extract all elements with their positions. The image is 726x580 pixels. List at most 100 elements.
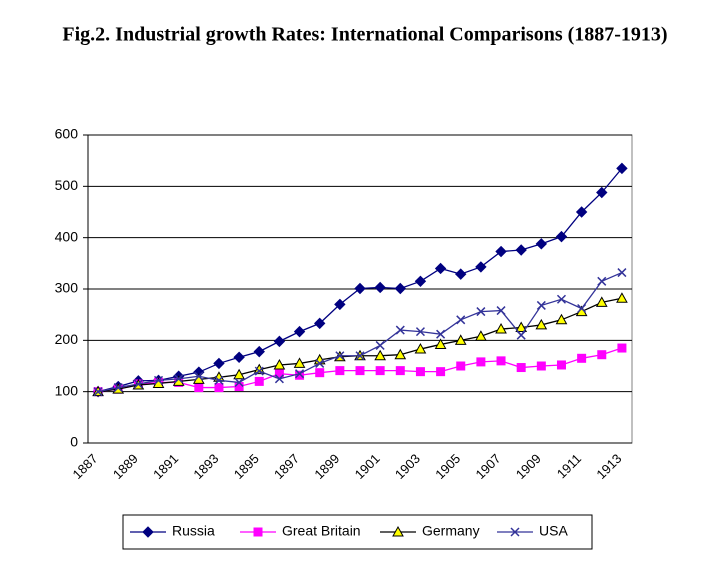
- marker: [214, 383, 224, 393]
- y-tick-label: 0: [70, 434, 78, 450]
- marker: [133, 379, 143, 389]
- marker: [436, 367, 446, 377]
- marker: [214, 375, 224, 385]
- marker: [293, 357, 306, 368]
- marker: [515, 244, 527, 256]
- y-tick-label: 200: [55, 331, 79, 347]
- marker: [233, 351, 245, 363]
- marker: [535, 318, 548, 330]
- marker: [355, 366, 365, 376]
- marker: [395, 325, 405, 335]
- marker: [273, 335, 286, 348]
- marker: [414, 275, 427, 288]
- legend-label: USA: [539, 523, 568, 539]
- marker: [476, 357, 486, 367]
- marker: [577, 303, 587, 314]
- marker: [93, 387, 103, 397]
- marker: [274, 374, 284, 384]
- marker: [476, 307, 486, 317]
- y-tick-label: 400: [55, 228, 79, 244]
- marker: [515, 321, 528, 332]
- chart-title: Fig.2. Industrial growth Rates: Internat…: [62, 24, 667, 46]
- marker: [577, 353, 587, 363]
- marker: [556, 294, 567, 304]
- marker: [556, 360, 566, 370]
- marker: [253, 345, 265, 358]
- marker: [113, 383, 123, 393]
- legend-label: Great Britain: [282, 523, 361, 539]
- marker: [434, 262, 447, 275]
- legend-marker: [510, 527, 520, 537]
- marker: [334, 298, 346, 311]
- y-tick-label: 500: [55, 177, 79, 193]
- marker: [274, 369, 284, 379]
- marker: [394, 348, 407, 360]
- marker: [595, 296, 608, 307]
- marker: [597, 276, 607, 286]
- marker: [394, 282, 407, 295]
- x-tick-label: 1909: [513, 451, 544, 482]
- y-tick-label: 100: [55, 382, 79, 398]
- marker: [254, 366, 264, 376]
- marker: [555, 230, 568, 243]
- y-tick-label: 600: [55, 126, 79, 142]
- marker: [375, 340, 385, 350]
- x-tick-label: 1901: [352, 451, 383, 482]
- marker: [374, 281, 386, 294]
- marker: [293, 325, 306, 338]
- marker: [395, 366, 405, 376]
- marker: [335, 366, 345, 376]
- marker: [273, 358, 286, 370]
- marker: [153, 375, 164, 385]
- marker: [174, 374, 184, 384]
- marker: [233, 368, 245, 380]
- x-tick-label: 1911: [554, 451, 584, 481]
- marker: [315, 368, 325, 378]
- marker: [234, 377, 244, 387]
- legend-marker: [392, 525, 404, 537]
- marker: [455, 268, 467, 280]
- legend-marker: [253, 527, 263, 537]
- marker: [194, 371, 204, 381]
- marker: [374, 349, 386, 361]
- marker: [414, 343, 427, 354]
- marker: [436, 329, 446, 339]
- marker: [415, 367, 425, 377]
- marker: [516, 330, 526, 340]
- x-tick-label: 1893: [190, 451, 221, 482]
- marker: [597, 350, 607, 360]
- marker: [375, 366, 385, 376]
- legend-label: Germany: [422, 523, 480, 539]
- x-tick-label: 1903: [392, 451, 423, 482]
- marker: [617, 268, 627, 278]
- marker: [596, 186, 608, 199]
- x-tick-label: 1887: [70, 451, 101, 482]
- marker: [555, 313, 568, 325]
- x-tick-label: 1905: [432, 451, 463, 482]
- marker: [496, 356, 506, 366]
- marker: [254, 376, 264, 386]
- x-tick-label: 1889: [110, 451, 141, 482]
- marker: [536, 361, 546, 371]
- marker: [434, 338, 447, 349]
- marker: [354, 282, 366, 295]
- x-tick-label: 1913: [593, 451, 624, 482]
- legend-label: Russia: [172, 523, 215, 539]
- x-tick-label: 1891: [150, 451, 181, 482]
- marker: [335, 351, 345, 361]
- y-tick-label: 300: [55, 280, 79, 296]
- marker: [454, 334, 467, 345]
- marker: [535, 238, 548, 250]
- x-tick-label: 1897: [271, 451, 302, 482]
- x-tick-label: 1899: [311, 451, 342, 482]
- marker: [313, 317, 326, 330]
- marker: [194, 383, 204, 393]
- legend-marker: [142, 526, 154, 538]
- marker: [234, 382, 244, 392]
- marker: [355, 351, 365, 361]
- marker: [456, 315, 466, 325]
- marker: [415, 327, 425, 337]
- marker: [295, 369, 305, 379]
- x-tick-label: 1907: [473, 451, 504, 482]
